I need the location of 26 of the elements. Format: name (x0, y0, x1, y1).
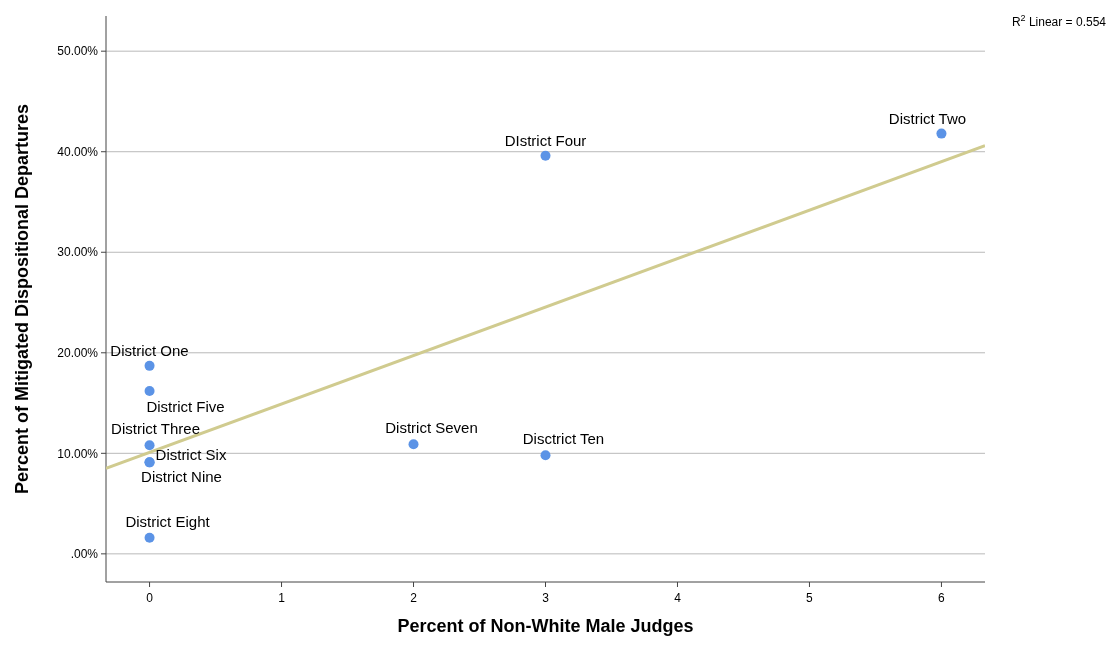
y-tick-label: 50.00% (57, 44, 99, 59)
annotation: District Eight (125, 512, 211, 530)
annotation: District Nine (141, 468, 222, 486)
x-tick-label: 3 (542, 591, 550, 605)
x-tick-label: 0 (146, 591, 154, 605)
annotation: District Three (111, 420, 201, 438)
x-axis-title: Percent of Non-White Male Judges (397, 616, 694, 636)
y-tick-label: 40.00% (57, 144, 99, 159)
y-tick-label: 20.00% (57, 345, 99, 360)
annotation: District Seven (385, 419, 478, 437)
y-axis-title: Percent of Mitigated Dispositional Departures (12, 103, 32, 495)
y-tick-label: .00% (70, 547, 99, 562)
annotation: Disctrict Ten (522, 430, 605, 448)
y-tick-label: 30.00% (57, 245, 99, 260)
annotation: District Two (888, 109, 967, 127)
x-tick-label: 5 (806, 591, 814, 605)
text: R$^{2}$ Linear = 0.554 (1011, 13, 1107, 29)
x-tick-label: 6 (938, 591, 946, 605)
annotation: DIstrict Four (504, 131, 587, 149)
y-tick-label: 10.00% (57, 446, 99, 461)
x-tick-label: 4 (674, 591, 682, 605)
annotation: District One (110, 341, 189, 359)
annotation: District Five (146, 397, 225, 415)
x-tick-label: 2 (410, 591, 418, 605)
annotation: District Six (155, 446, 227, 464)
x-tick-label: 1 (278, 591, 286, 605)
